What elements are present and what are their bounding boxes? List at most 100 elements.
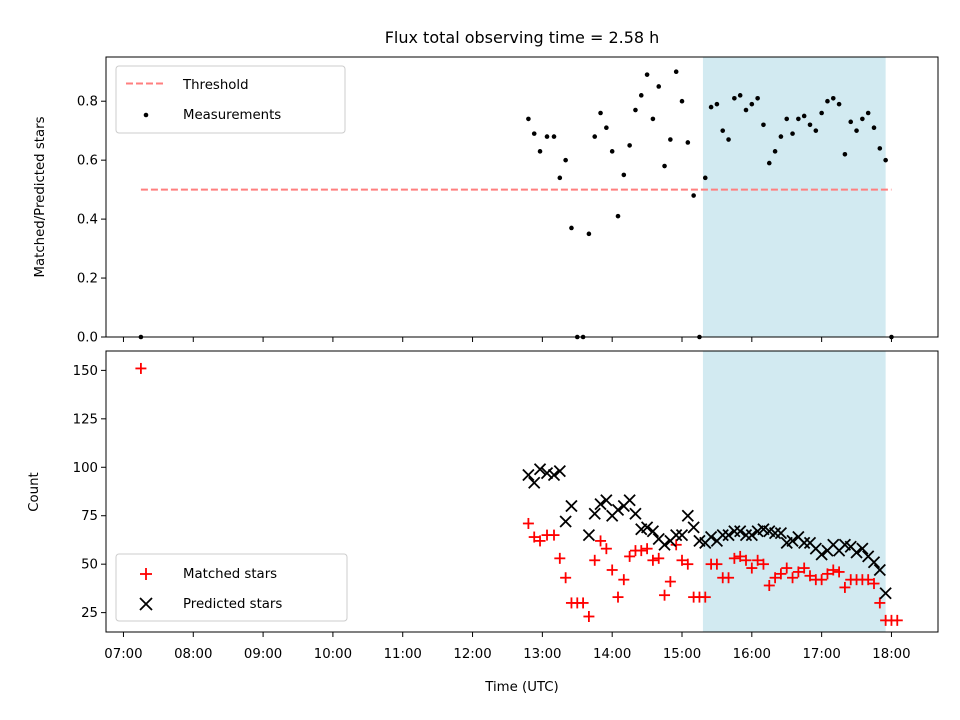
x-tick-label: 14:00 <box>593 647 631 662</box>
predicted-stars-point-b <box>809 542 822 555</box>
measurement-point <box>598 110 603 116</box>
matched-stars-point <box>728 552 740 564</box>
measurement-point <box>662 163 667 169</box>
matched-stars-point <box>583 610 595 622</box>
y-tick-label: 0.0 <box>77 331 98 346</box>
measurement-point <box>526 116 531 122</box>
matched-stars-point <box>839 581 851 593</box>
matched-stars-point <box>641 543 653 555</box>
y-tick-label: 150 <box>73 364 98 379</box>
predicted-stars-point <box>734 525 747 538</box>
predicted-stars-point <box>856 542 869 555</box>
matched-stars-point <box>868 578 880 590</box>
predicted-stars-point <box>687 521 700 534</box>
plot-frame <box>105 56 939 338</box>
predicted-stars-point-b <box>611 503 625 517</box>
measurement-point <box>702 175 708 181</box>
measurement-point <box>691 193 696 198</box>
matched-stars-point <box>548 529 560 541</box>
star-count-panel: 25 50 75 100 125 150 07:00 08:00 09:00 10:00 11:00… <box>73 350 939 662</box>
predicted-stars-point-b <box>739 528 753 542</box>
measurement-point <box>848 119 854 125</box>
predicted-stars-point-b <box>850 546 863 559</box>
measurement-point <box>830 95 836 101</box>
measurement-point <box>615 213 621 219</box>
predicted-stars-point <box>768 527 782 540</box>
predicted-stars-point-b <box>600 494 613 507</box>
matched-stars-point <box>740 554 752 566</box>
predicted-stars-point-b <box>675 528 689 542</box>
matched-stars-point <box>635 545 647 557</box>
x-tick-label: 12:00 <box>453 647 491 662</box>
measurement-point <box>609 149 615 154</box>
legend-predicted-label: Predicted stars <box>183 597 282 612</box>
measurement-point <box>778 134 784 139</box>
predicted-stars-point-b <box>774 527 788 540</box>
measurement-point <box>544 134 550 139</box>
matched-stars-point <box>682 558 694 570</box>
predicted-stars-point-b <box>763 525 776 538</box>
observing-window-shade <box>702 57 886 337</box>
x-tick-label: 13:00 <box>523 647 561 662</box>
predicted-stars-point-b <box>792 530 805 544</box>
x-tick-label: 10:00 <box>314 647 352 662</box>
x-axis-label-time: Time (UTC) <box>484 680 559 695</box>
predicted-stars-point <box>722 528 735 542</box>
predicted-stars-point-b <box>867 556 881 569</box>
y-tick-label: 0.8 <box>77 95 98 110</box>
legend-threshold-label: Threshold <box>182 78 249 93</box>
predicted-stars-point <box>522 468 535 482</box>
legend-matched-label: Matched stars <box>183 567 277 582</box>
measurement-point <box>673 69 679 75</box>
measurement-point <box>796 116 801 122</box>
measurement-point <box>854 128 859 133</box>
predicted-stars-point <box>582 528 596 542</box>
measurement-point <box>766 160 772 166</box>
predicted-stars-point <box>798 536 811 549</box>
legend-predicted-swatch <box>139 597 153 611</box>
measurement-point <box>860 116 865 122</box>
measurement-point <box>592 134 598 139</box>
measurement-point <box>557 175 563 181</box>
matched-stars-point <box>577 597 589 609</box>
measurement-point <box>737 93 743 98</box>
measurement-point <box>551 134 557 139</box>
predicted-stars-point-b <box>856 542 869 555</box>
measurement-point <box>819 110 824 116</box>
predicted-stars-point-b <box>786 534 799 548</box>
x-tick-label: 18:00 <box>872 647 910 662</box>
matched-stars-point <box>816 574 828 586</box>
matched-stars-point <box>792 566 804 578</box>
predicted-stars-point-b <box>879 587 892 600</box>
measurement-point <box>732 95 737 101</box>
matched-stars-point <box>676 554 688 566</box>
legend-bottom-frame <box>115 553 348 622</box>
matched-stars-point <box>833 566 845 578</box>
matched-stars-point <box>723 572 735 584</box>
matched-stars-point <box>135 362 147 374</box>
matched-stars-point <box>874 597 886 609</box>
matched-stars-point <box>711 558 723 570</box>
predicted-stars-point-b <box>670 528 683 542</box>
predicted-stars-point-b <box>540 466 554 480</box>
measurement-point <box>621 172 627 178</box>
matched-stars-point <box>891 614 903 626</box>
measurement-point <box>679 98 685 104</box>
predicted-stars-point-b <box>844 540 857 553</box>
matched-stars-point <box>734 550 746 562</box>
matched-stars-point <box>775 568 787 580</box>
measurement-point <box>842 151 848 157</box>
measurement-point <box>668 137 673 142</box>
matched-stars-point <box>528 531 540 543</box>
predicted-stars-point-b <box>798 536 811 549</box>
matched-stars-point <box>798 562 810 574</box>
predicted-stars-point-b <box>734 525 747 538</box>
predicted-stars-point <box>629 507 642 520</box>
predicted-stars-point <box>850 546 863 559</box>
predicted-stars-point-b <box>722 528 735 542</box>
predicted-stars-point <box>600 494 613 507</box>
matched-stars-point <box>781 562 793 574</box>
predicted-stars-point-b <box>522 468 535 482</box>
measurement-point <box>656 84 662 89</box>
legend-bottom: Matched stars Predicted stars <box>115 553 348 622</box>
